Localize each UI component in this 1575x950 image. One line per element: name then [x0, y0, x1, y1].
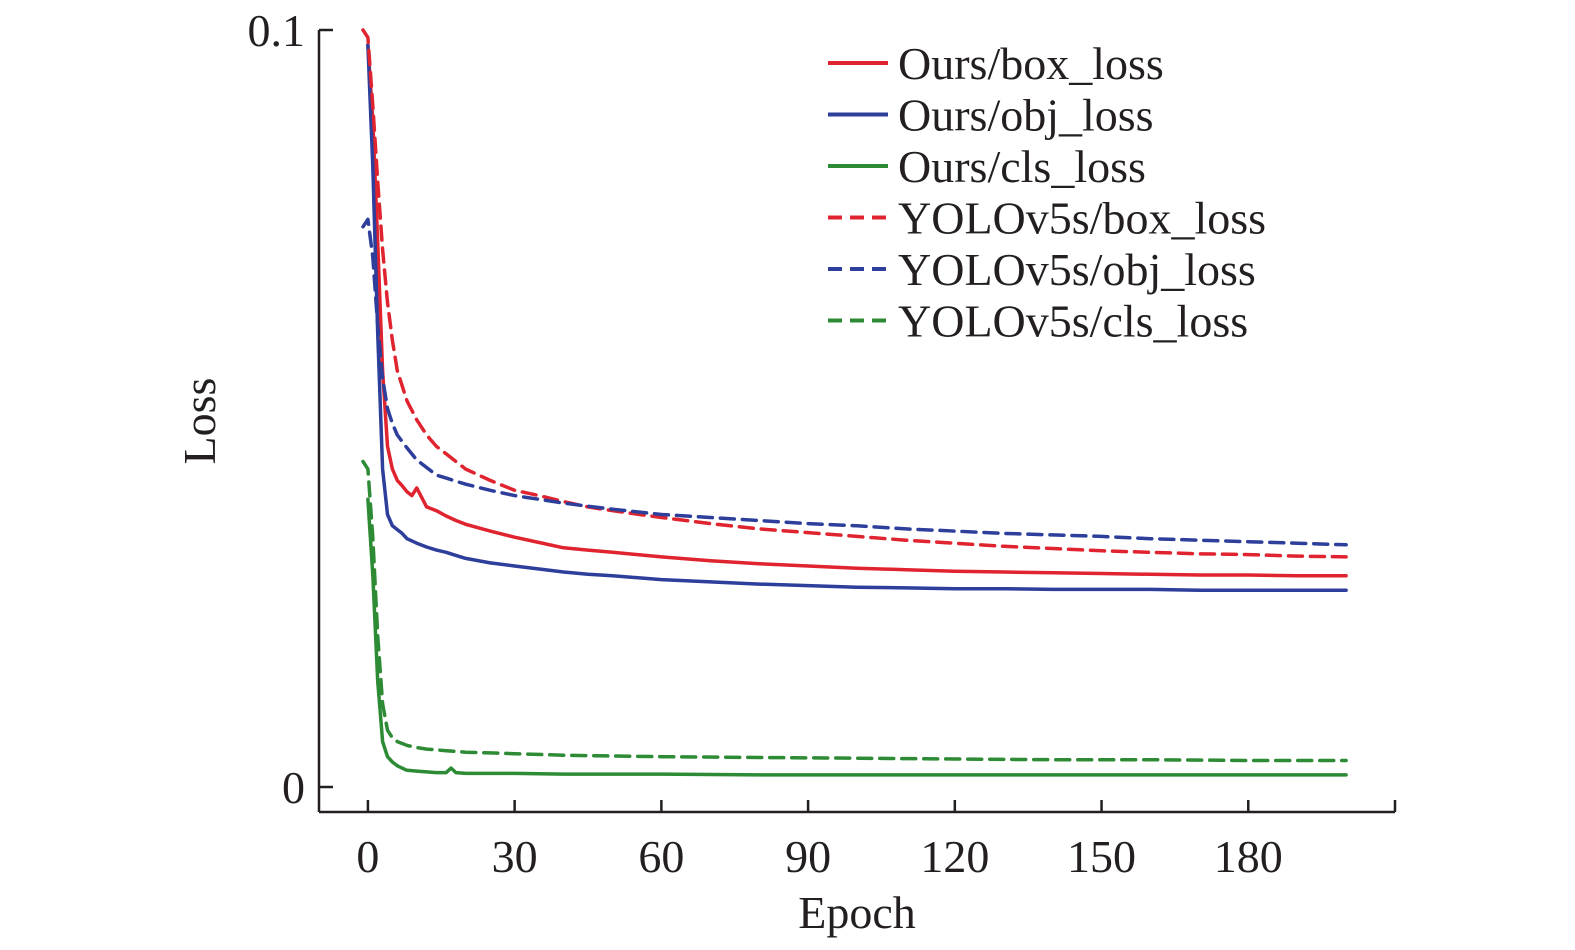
x-tick-label: 150 — [1067, 831, 1136, 882]
legend-label: YOLOv5s/box_loss — [898, 193, 1266, 244]
x-tick-label: 30 — [492, 831, 538, 882]
series-lines — [361, 28, 1348, 777]
series-line-ours-box-loss — [366, 43, 1348, 578]
series-line-yolov5s-cls-loss — [361, 459, 1348, 763]
legend-label: Ours/obj_loss — [898, 90, 1154, 141]
y-tick-label: 0.1 — [248, 5, 306, 56]
legend-label: YOLOv5s/obj_loss — [898, 244, 1256, 295]
x-axis-ticks: 0 30 60 90 120 150 180 — [356, 800, 1397, 882]
x-tick-label: 90 — [785, 831, 831, 882]
legend-label: Ours/box_loss — [898, 38, 1164, 89]
y-axis-title: Loss — [174, 378, 225, 465]
y-axis-ticks: 00.1 — [248, 5, 333, 813]
x-tick-label: 180 — [1214, 831, 1283, 882]
x-tick-label: 0 — [356, 831, 379, 882]
legend-label: Ours/cls_loss — [898, 141, 1146, 192]
series-line-yolov5s-obj-loss — [361, 217, 1348, 547]
x-tick-label: 60 — [638, 831, 684, 882]
legend-label: YOLOv5s/cls_loss — [898, 296, 1248, 347]
series-line-ours-obj-loss — [366, 43, 1348, 592]
legend: Ours/box_lossOurs/obj_lossOurs/cls_lossY… — [828, 38, 1266, 347]
series-line-yolov5s-box-loss — [361, 28, 1348, 559]
y-tick-label: 0 — [282, 762, 305, 813]
x-tick-label: 120 — [920, 831, 989, 882]
series-line-ours-cls-loss — [366, 497, 1348, 777]
x-axis-title: Epoch — [798, 887, 916, 938]
